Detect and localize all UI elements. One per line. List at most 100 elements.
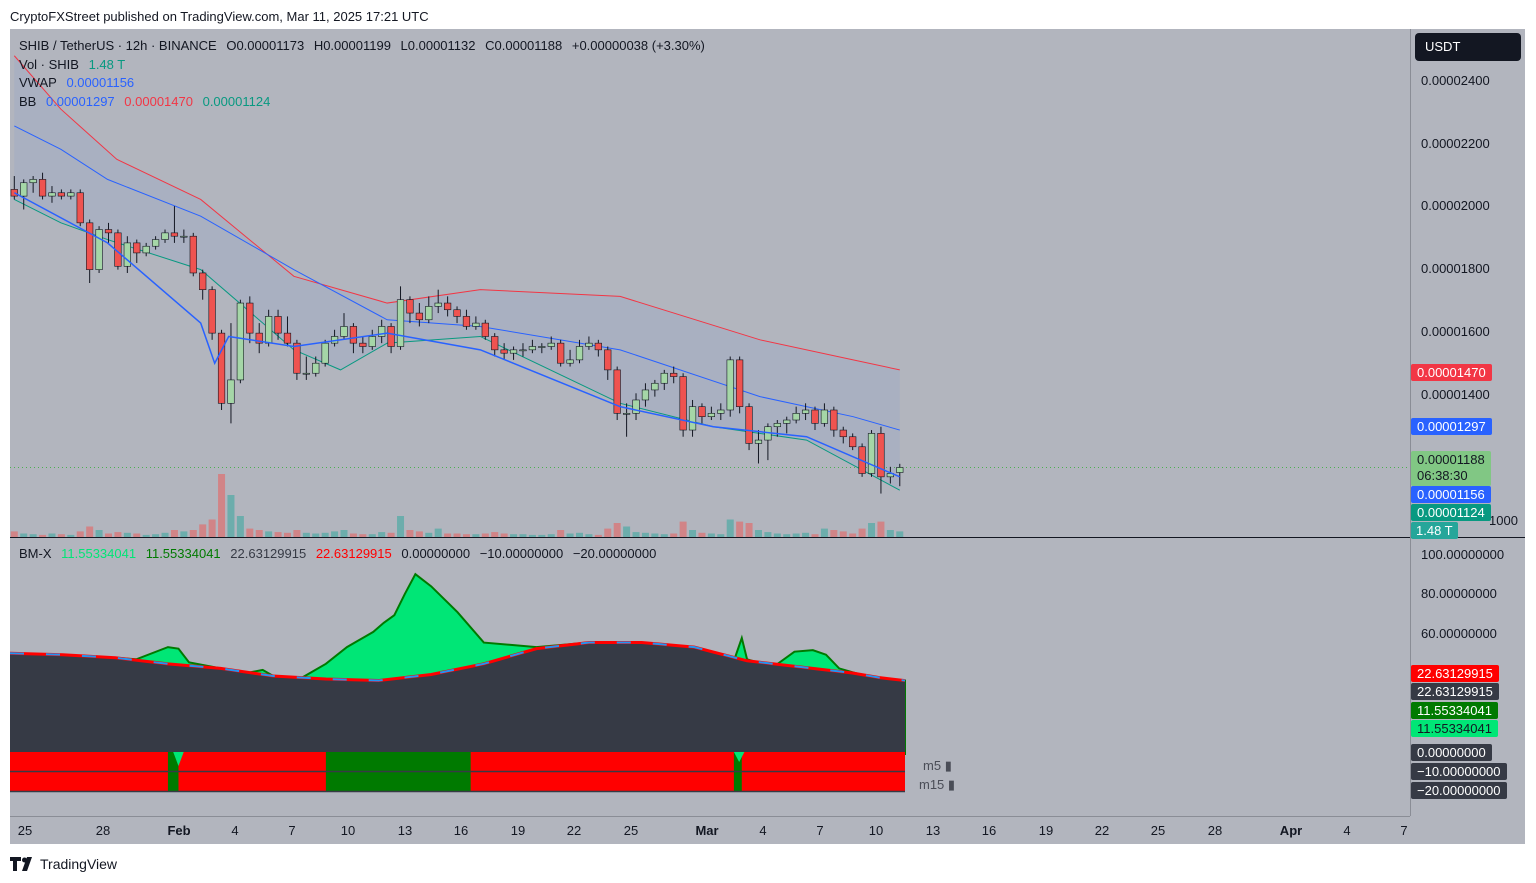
- currency-button[interactable]: USDT: [1415, 33, 1521, 61]
- bmx-arrow-marker: [173, 752, 184, 766]
- high-value: H0.00001199: [313, 38, 391, 53]
- candle-body: [208, 289, 216, 334]
- time-axis[interactable]: 25 28 Feb 4 7 10 13 16 19 22 25 Mar 4 7 10 13 16 19 22 25 28…: [10, 816, 1410, 845]
- volume-bar: [434, 528, 442, 537]
- volume-bar: [123, 532, 131, 537]
- low-value: L0.00001132: [400, 38, 476, 53]
- vwap-legend[interactable]: VWAP 0.00001156: [19, 75, 140, 90]
- candle-body: [736, 359, 744, 407]
- candle-body: [48, 192, 56, 197]
- candle-body: [670, 372, 678, 377]
- candle-body: [594, 342, 602, 351]
- candle-body: [792, 413, 800, 421]
- candle-body: [57, 192, 65, 197]
- volume-bar: [594, 534, 602, 537]
- bmx-chart-svg[interactable]: [10, 538, 1410, 816]
- price-chart-svg[interactable]: [10, 29, 1410, 537]
- bmx-legend[interactable]: BM-X 11.55334041 11.55334041 22.63129915…: [19, 546, 662, 561]
- candle-body: [679, 376, 687, 431]
- tradingview-logo[interactable]: TradingView: [10, 856, 117, 872]
- volume-bar: [406, 530, 414, 537]
- symbol-name[interactable]: SHIB / TetherUS · 12h · BINANCE: [19, 38, 217, 53]
- volume-bar: [557, 530, 565, 537]
- volume-bar: [76, 531, 84, 537]
- publish-header: CryptoFXStreet published on TradingView.…: [10, 9, 429, 24]
- volume-bar: [349, 533, 357, 537]
- bmx-slow-dash: [10, 641, 906, 682]
- candle-body: [688, 406, 697, 431]
- pane-separator[interactable]: [10, 537, 1525, 538]
- volume-bar: [331, 531, 339, 537]
- candle-body: [820, 409, 829, 424]
- volume-bar: [726, 519, 734, 537]
- time-tick: 19: [510, 823, 526, 838]
- candle-body: [95, 229, 103, 270]
- candle-body: [415, 312, 423, 321]
- candle-body: [509, 349, 518, 354]
- volume-legend[interactable]: Vol · SHIB 1.48 T: [19, 57, 131, 72]
- candle-body: [717, 409, 725, 414]
- volume-bar: [613, 523, 621, 537]
- osc-tick: 60.00000000: [1421, 626, 1497, 641]
- candle-body: [142, 245, 150, 254]
- time-tick: 25: [17, 823, 33, 838]
- volume-bar: [274, 532, 282, 537]
- candle-body: [641, 389, 650, 401]
- bb-lower-tag: 0.00001124: [1411, 504, 1491, 521]
- bb-basis-tag: 0.00001297: [1411, 418, 1492, 435]
- volume-bar: [312, 533, 320, 537]
- volume-bar: [500, 533, 508, 537]
- change-value: +0.00000038 (+3.30%): [571, 38, 705, 53]
- price-scale[interactable]: USDT 0.00002400 0.00002200 0.00002000 0.…: [1410, 29, 1526, 816]
- bar-countdown: 06:38:30: [1417, 468, 1468, 483]
- osc-tag: −10.00000000: [1411, 763, 1507, 780]
- osc-tag: 22.63129915: [1411, 683, 1499, 700]
- volume-bar: [481, 533, 489, 537]
- volume-bar: [547, 534, 555, 537]
- osc-tag: 22.63129915: [1411, 665, 1499, 682]
- volume-bar: [340, 530, 348, 537]
- volume-bar: [604, 528, 612, 537]
- volume-bar: [651, 533, 659, 537]
- candle-body: [76, 192, 84, 224]
- time-tick: 22: [566, 823, 582, 838]
- candle-body: [651, 382, 659, 391]
- candle-body: [745, 406, 753, 444]
- candle-body: [359, 342, 367, 347]
- candle-body: [236, 302, 244, 381]
- volume-bar: [510, 534, 518, 537]
- candle-body: [189, 235, 197, 274]
- price-pane[interactable]: SHIB / TetherUS · 12h · BINANCE O0.00001…: [10, 29, 1410, 537]
- chart-frame[interactable]: SHIB / TetherUS · 12h · BINANCE O0.00001…: [10, 29, 1525, 844]
- bmx-value-1: 11.55334041: [61, 546, 137, 561]
- bb-legend[interactable]: BB 0.00001297 0.00001470 0.00001124: [19, 94, 276, 109]
- candle-body: [830, 409, 838, 431]
- candle-body: [707, 413, 715, 417]
- bb-basis-line: [14, 125, 900, 431]
- bmx-band-green: [325, 752, 471, 771]
- volume-bar: [538, 534, 546, 537]
- price-tick: 0.00001400: [1421, 387, 1490, 402]
- volume-bar: [896, 531, 904, 537]
- candle-body: [896, 467, 904, 473]
- candle-body: [199, 272, 207, 290]
- candle-body: [20, 182, 28, 197]
- candle-body: [123, 242, 131, 267]
- candle-body: [217, 332, 226, 404]
- candle-body: [867, 433, 876, 474]
- volume-bar: [218, 474, 226, 537]
- candle-body: [773, 423, 781, 428]
- candle-body: [274, 316, 282, 334]
- time-tick: 10: [868, 823, 884, 838]
- osc-tag: 11.55334041: [1411, 702, 1498, 719]
- bmx-value-3: 22.63129915: [230, 546, 307, 561]
- open-value: O0.00001173: [226, 38, 305, 53]
- candle-body: [161, 232, 169, 240]
- lock-icon: ▮: [944, 758, 952, 773]
- volume-bar: [444, 533, 452, 537]
- volume-bar: [20, 533, 28, 537]
- time-tick: 25: [1150, 823, 1166, 838]
- bmx-pane[interactable]: BM-X 11.55334041 11.55334041 22.63129915…: [10, 538, 1410, 816]
- volume-bar: [868, 523, 876, 537]
- candle-body: [312, 362, 320, 374]
